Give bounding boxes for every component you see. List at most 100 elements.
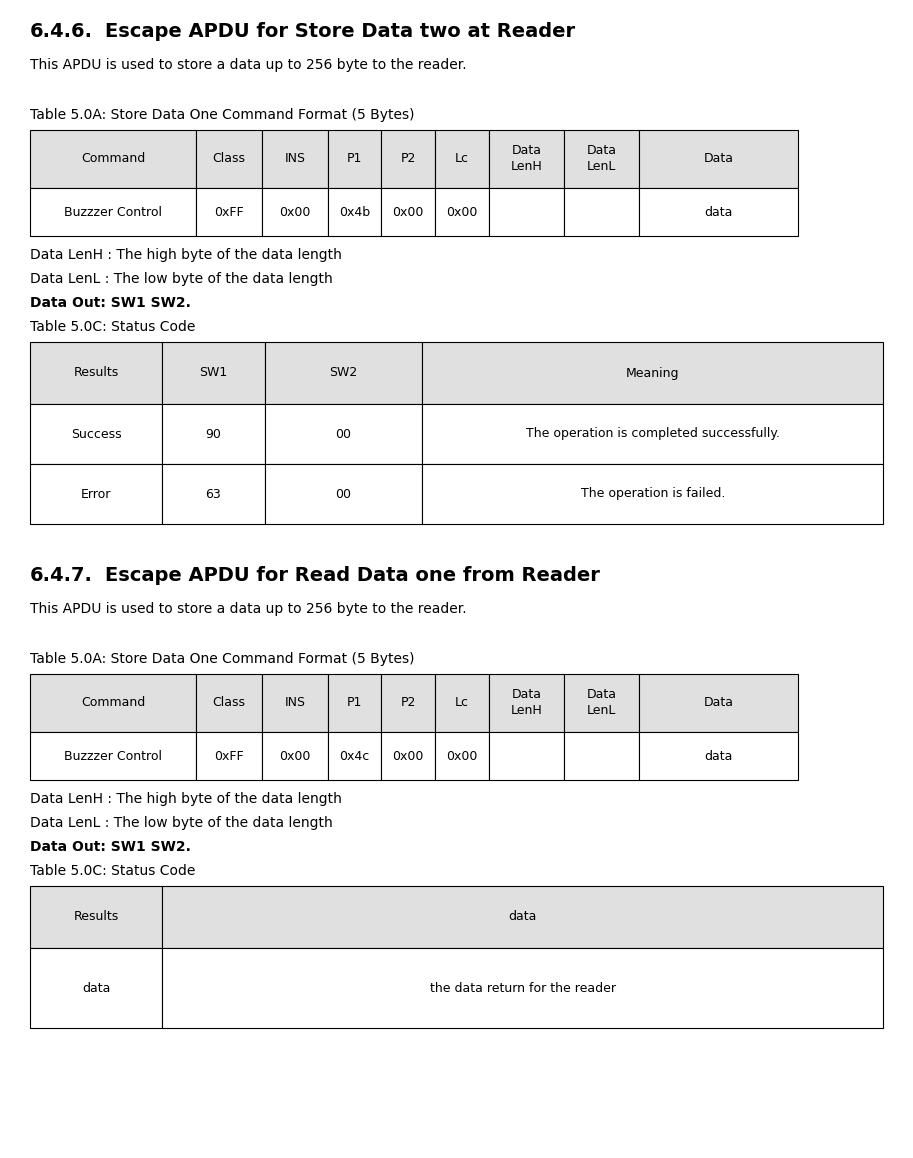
Bar xyxy=(30,464,163,525)
Bar xyxy=(423,342,883,404)
Text: INS: INS xyxy=(284,696,305,710)
Bar xyxy=(436,674,489,732)
Text: P1: P1 xyxy=(347,696,362,710)
Text: Meaning: Meaning xyxy=(626,366,679,380)
Bar xyxy=(265,464,423,525)
Text: 0x4b: 0x4b xyxy=(339,205,370,219)
Text: Data Out: SW1 SW2.: Data Out: SW1 SW2. xyxy=(30,840,191,853)
Bar xyxy=(382,188,436,236)
Text: Error: Error xyxy=(81,488,111,500)
Bar xyxy=(265,342,423,404)
Text: SW2: SW2 xyxy=(330,366,358,380)
Bar xyxy=(328,130,382,188)
Text: Data LenL : The low byte of the data length: Data LenL : The low byte of the data len… xyxy=(30,272,332,286)
Text: Data LenH : The high byte of the data length: Data LenH : The high byte of the data le… xyxy=(30,248,341,262)
Bar xyxy=(30,674,196,732)
Bar xyxy=(489,130,564,188)
Text: Lc: Lc xyxy=(455,696,469,710)
Bar xyxy=(564,188,639,236)
Bar xyxy=(262,188,328,236)
Bar xyxy=(639,674,798,732)
Text: Command: Command xyxy=(81,696,145,710)
Text: P2: P2 xyxy=(401,153,416,166)
Text: INS: INS xyxy=(284,153,305,166)
Text: Escape APDU for Store Data two at Reader: Escape APDU for Store Data two at Reader xyxy=(105,22,575,41)
Bar xyxy=(196,674,262,732)
Text: Results: Results xyxy=(73,366,119,380)
Bar xyxy=(30,188,196,236)
Bar xyxy=(423,464,883,525)
Bar xyxy=(30,732,196,780)
Text: 90: 90 xyxy=(205,427,221,440)
Text: P1: P1 xyxy=(347,153,362,166)
Bar xyxy=(639,130,798,188)
Text: 0x00: 0x00 xyxy=(446,749,477,762)
Bar xyxy=(30,886,163,948)
Text: 00: 00 xyxy=(335,427,352,440)
Text: data: data xyxy=(704,205,732,219)
Text: 0xFF: 0xFF xyxy=(215,205,244,219)
Text: 0x4c: 0x4c xyxy=(340,749,370,762)
Bar xyxy=(564,130,639,188)
Text: Command: Command xyxy=(81,153,145,166)
Text: Data LenL : The low byte of the data length: Data LenL : The low byte of the data len… xyxy=(30,816,332,830)
Text: Success: Success xyxy=(71,427,121,440)
Text: 0x00: 0x00 xyxy=(393,749,424,762)
Bar xyxy=(639,188,798,236)
Text: data: data xyxy=(509,910,537,923)
Text: Data LenH : The high byte of the data length: Data LenH : The high byte of the data le… xyxy=(30,792,341,806)
Text: SW1: SW1 xyxy=(199,366,227,380)
Bar xyxy=(382,674,436,732)
Bar xyxy=(639,732,798,780)
Text: Data
LenH: Data LenH xyxy=(510,145,542,174)
Bar xyxy=(489,188,564,236)
Bar xyxy=(163,464,265,525)
Bar xyxy=(328,188,382,236)
Bar xyxy=(328,732,382,780)
Text: 0x00: 0x00 xyxy=(446,205,477,219)
Text: Table 5.0A: Store Data One Command Format (5 Bytes): Table 5.0A: Store Data One Command Forma… xyxy=(30,108,415,122)
Text: 6.4.6.: 6.4.6. xyxy=(30,22,93,41)
Text: Lc: Lc xyxy=(455,153,469,166)
Text: Data: Data xyxy=(703,696,733,710)
Text: Buzzzer Control: Buzzzer Control xyxy=(64,205,163,219)
Bar xyxy=(163,948,883,1028)
Text: Table 5.0A: Store Data One Command Format (5 Bytes): Table 5.0A: Store Data One Command Forma… xyxy=(30,652,415,666)
Bar xyxy=(436,188,489,236)
Text: Class: Class xyxy=(213,153,246,166)
Text: 00: 00 xyxy=(335,488,352,500)
Text: 0x00: 0x00 xyxy=(393,205,424,219)
Bar xyxy=(489,674,564,732)
Bar xyxy=(382,732,436,780)
Text: the data return for the reader: the data return for the reader xyxy=(430,982,615,995)
Text: Table 5.0C: Status Code: Table 5.0C: Status Code xyxy=(30,864,195,878)
Bar xyxy=(262,732,328,780)
Bar xyxy=(30,948,163,1028)
Text: P2: P2 xyxy=(401,696,416,710)
Text: Escape APDU for Read Data one from Reader: Escape APDU for Read Data one from Reade… xyxy=(105,566,600,585)
Text: 0x00: 0x00 xyxy=(279,749,310,762)
Bar xyxy=(436,130,489,188)
Bar xyxy=(265,404,423,464)
Bar xyxy=(163,404,265,464)
Text: Data Out: SW1 SW2.: Data Out: SW1 SW2. xyxy=(30,296,191,310)
Text: Data
LenL: Data LenL xyxy=(586,145,616,174)
Bar xyxy=(30,342,163,404)
Bar xyxy=(564,732,639,780)
Text: data: data xyxy=(82,982,110,995)
Bar xyxy=(30,404,163,464)
Text: The operation is failed.: The operation is failed. xyxy=(581,488,725,500)
Text: data: data xyxy=(704,749,732,762)
Bar xyxy=(328,674,382,732)
Bar xyxy=(196,130,262,188)
Text: Buzzzer Control: Buzzzer Control xyxy=(64,749,163,762)
Text: This APDU is used to store a data up to 256 byte to the reader.: This APDU is used to store a data up to … xyxy=(30,602,467,616)
Bar xyxy=(196,732,262,780)
Bar xyxy=(564,674,639,732)
Text: 0xFF: 0xFF xyxy=(215,749,244,762)
Text: Class: Class xyxy=(213,696,246,710)
Bar xyxy=(262,130,328,188)
Bar xyxy=(196,188,262,236)
Text: Table 5.0C: Status Code: Table 5.0C: Status Code xyxy=(30,320,195,334)
Bar xyxy=(382,130,436,188)
